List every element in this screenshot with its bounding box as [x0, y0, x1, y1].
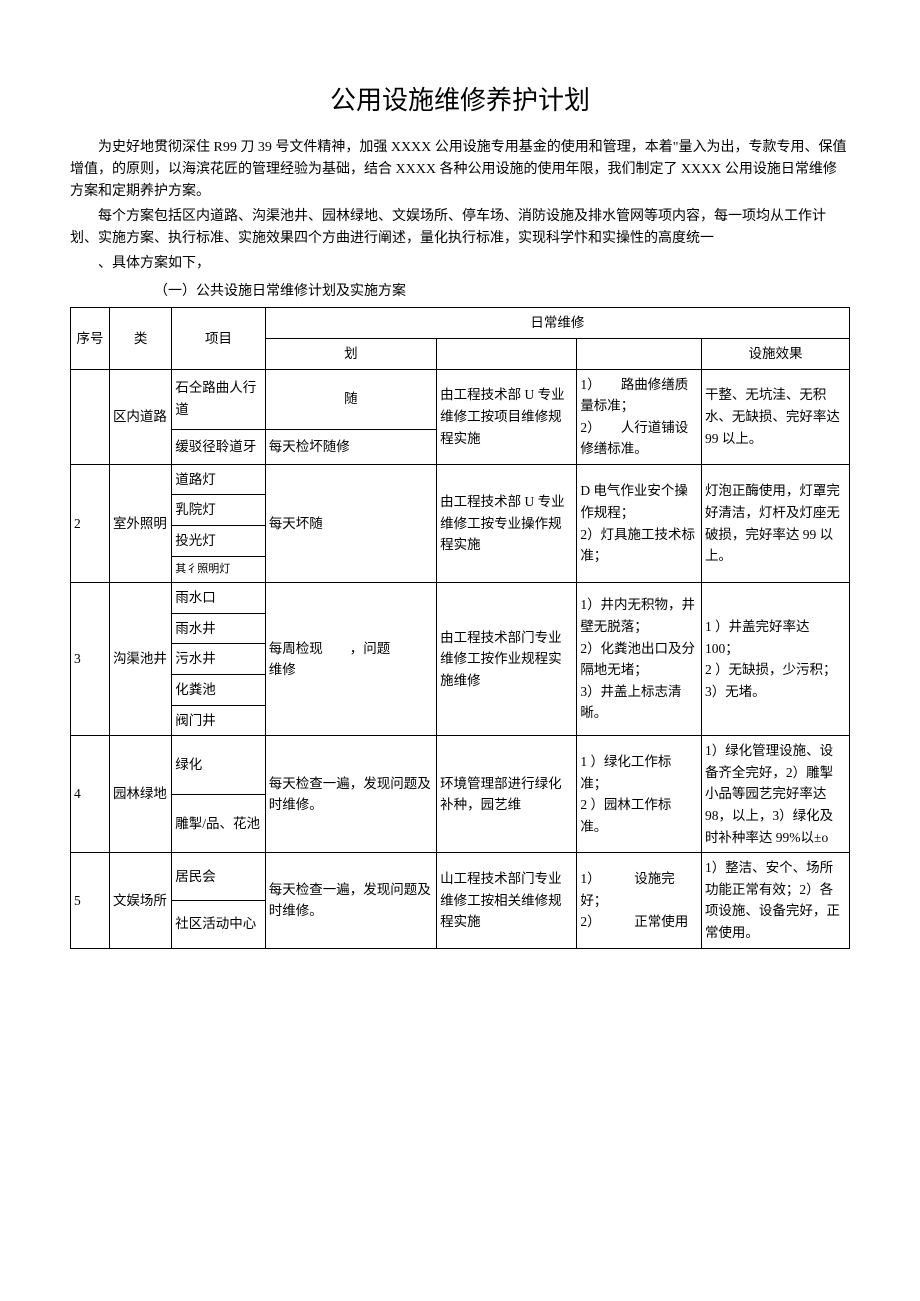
cell-impl: 山工程技术部门专业维修工按相关维修规程实施: [437, 853, 577, 948]
maintenance-table: 序号 类 项目 日常维修 划 设施效果 区内道路 石仝路曲人行道 随 由工程技术…: [70, 307, 850, 948]
cell-item: 缓驳径聆道牙: [172, 429, 265, 464]
cell-effect: 干整、无坑洼、无积水、无缺损、完好率达 99 以上。: [701, 369, 849, 464]
cell-plan: 随: [265, 369, 436, 429]
cell-effect: 1 ）井盖完好率达 100； 2 ）无缺损，少污积； 3）无堵。: [701, 583, 849, 736]
page-title: 公用设施维修养护计划: [70, 80, 850, 122]
cell-plan: 每天检坏随修: [265, 429, 436, 464]
cell-item: 投光灯: [172, 526, 265, 557]
table-header-row: 序号 类 项目 日常维修: [71, 308, 850, 339]
cell-item: 污水井: [172, 644, 265, 675]
sub-heading: （一）公共设施日常维修计划及实施方案: [70, 281, 850, 303]
th-effect: 设施效果: [701, 338, 849, 369]
cell-item: 道路灯: [172, 464, 265, 495]
cell-cat: 文娱场所: [109, 853, 171, 948]
th-std: [577, 338, 702, 369]
cell-item: 乳院灯: [172, 495, 265, 526]
cell-item: 绿化: [172, 736, 265, 794]
cell-seq: 5: [71, 853, 110, 948]
cell-seq: [71, 369, 110, 464]
table-row: 5 文娱场所 居民会 每天检查一遍，发现问题及时维修。 山工程技术部门专业维修工…: [71, 853, 850, 901]
cell-item: 石仝路曲人行道: [172, 369, 265, 429]
cell-effect: 1）整洁、安个、场所功能正常有效；2）各项设施、设备完好，正常使用。: [701, 853, 849, 948]
cell-item: 其彳照明灯: [172, 556, 265, 583]
cell-impl: 由工程技术部 U 专业维修工按专业操作规程实施: [437, 464, 577, 582]
paragraph-1: 为史好地贯彻深住 R99 刀 39 号文件精神，加强 XXXX 公用设施专用基金…: [70, 137, 850, 204]
th-seq: 序号: [71, 308, 110, 369]
cell-std: 1）井内无积物，井壁无脱落； 2）化粪池出口及分隔地无堵； 3）井盖上标志清晰。: [577, 583, 702, 736]
cell-item: 居民会: [172, 853, 265, 901]
table-row: 3 沟渠池井 雨水口 每周检现 ，问题 维修 由工程技术部门专业维修工按作业规程…: [71, 583, 850, 614]
cell-plan: 每天检查一遍，发现问题及时维修。: [265, 853, 436, 948]
th-item: 项目: [172, 308, 265, 369]
cell-item: 雨水口: [172, 583, 265, 614]
table-row: 2 室外照明 道路灯 每天坏随 由工程技术部 U 专业维修工按专业操作规程实施 …: [71, 464, 850, 495]
cell-effect: 1）绿化管理设施、设备齐全完好，2）雕掣小品等园艺完好率达 98，以上，3）绿化…: [701, 736, 849, 853]
table-row: 区内道路 石仝路曲人行道 随 由工程技术部 U 专业维修工按项目维修规程实施 1…: [71, 369, 850, 429]
cell-plan: 每周检现 ，问题 维修: [265, 583, 436, 736]
cell-std: 1） 路曲修缮质量标准； 2） 人行道铺设修缮标准。: [577, 369, 702, 464]
th-plan: 划: [265, 338, 436, 369]
th-daily: 日常维修: [265, 308, 849, 339]
cell-impl: 环境管理部进行绿化补种，园艺维: [437, 736, 577, 853]
th-impl: [437, 338, 577, 369]
table-row: 4 园林绿地 绿化 每天检查一遍，发现问题及时维修。 环境管理部进行绿化补种，园…: [71, 736, 850, 794]
cell-cat: 园林绿地: [109, 736, 171, 853]
cell-seq: 2: [71, 464, 110, 582]
cell-plan: 每天检查一遍，发现问题及时维修。: [265, 736, 436, 853]
cell-item: 阀门井: [172, 705, 265, 736]
cell-seq: 3: [71, 583, 110, 736]
cell-item: 社区活动中心: [172, 900, 265, 948]
cell-plan: 每天坏随: [265, 464, 436, 582]
th-cat: 类: [109, 308, 171, 369]
cell-impl: 由工程技术部门专业维修工按作业规程实施维修: [437, 583, 577, 736]
cell-std: 1 ）绿化工作标准； 2 ）园林工作标准。: [577, 736, 702, 853]
paragraph-3: 、具体方案如下，: [70, 253, 850, 275]
cell-cat: 区内道路: [109, 369, 171, 464]
cell-cat: 沟渠池井: [109, 583, 171, 736]
cell-item: 雨水井: [172, 613, 265, 644]
cell-cat: 室外照明: [109, 464, 171, 582]
cell-std: D 电气作业安个操作规程； 2）灯具施工技术标准；: [577, 464, 702, 582]
cell-item: 雕掣/品、花池: [172, 794, 265, 852]
cell-effect: 灯泡正酶使用，灯罩完好清洁，灯杆及灯座无破损，完好率达 99 以上。: [701, 464, 849, 582]
cell-std: 1） 设施完好； 2） 正常使用: [577, 853, 702, 948]
cell-impl: 由工程技术部 U 专业维修工按项目维修规程实施: [437, 369, 577, 464]
cell-seq: 4: [71, 736, 110, 853]
cell-item: 化粪池: [172, 675, 265, 706]
paragraph-2: 每个方案包括区内道路、沟渠池井、园林绿地、文娱场所、停车场、消防设施及排水管网等…: [70, 206, 850, 251]
